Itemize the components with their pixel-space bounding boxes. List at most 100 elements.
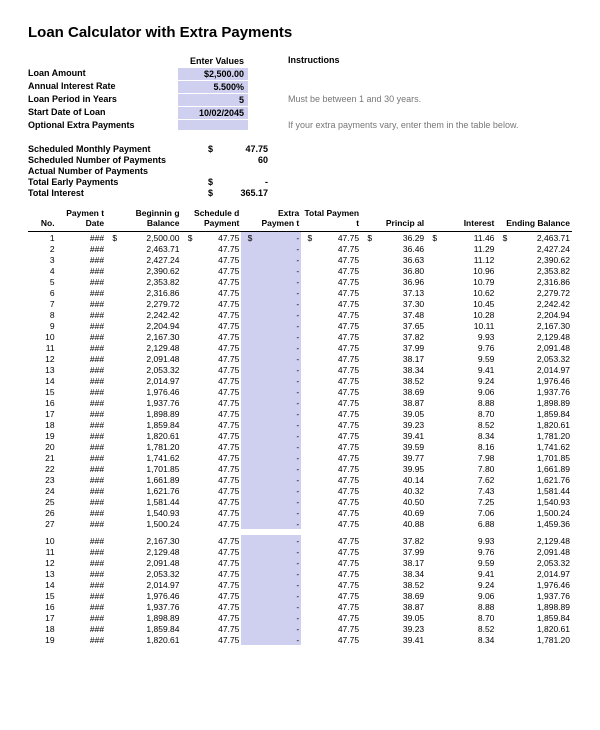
cell-beg: 1,581.44	[119, 496, 181, 507]
cell-ending: 2,014.97	[509, 364, 572, 375]
cell-beg: 2,500.00	[119, 232, 181, 244]
cell-beg: 2,091.48	[119, 353, 181, 364]
cell-extra[interactable]: -	[254, 579, 301, 590]
summary-value	[220, 166, 268, 176]
cell-extra[interactable]: -	[254, 568, 301, 579]
cell-date: ###	[57, 287, 106, 298]
cell-extra[interactable]: -	[254, 331, 301, 342]
cell-no: 15	[28, 590, 57, 601]
cell-extra[interactable]: -	[254, 441, 301, 452]
spacer	[28, 55, 178, 67]
cell-total: 47.75	[314, 320, 361, 331]
cur	[106, 408, 119, 419]
cell-no: 20	[28, 441, 57, 452]
cell-extra[interactable]: -	[254, 364, 301, 375]
cell-extra[interactable]: -	[254, 590, 301, 601]
cell-extra[interactable]: -	[254, 419, 301, 430]
cell-no: 7	[28, 298, 57, 309]
cur	[301, 375, 314, 386]
cell-ending: 1,621.76	[509, 474, 572, 485]
cur	[496, 254, 509, 265]
cur	[426, 298, 439, 309]
cell-beg: 2,129.48	[119, 342, 181, 353]
cell-sched: 47.75	[195, 634, 242, 645]
cur	[106, 430, 119, 441]
cur	[241, 579, 254, 590]
cur	[301, 518, 314, 529]
cur	[496, 634, 509, 645]
cur	[241, 441, 254, 452]
cell-interest: 8.88	[439, 397, 496, 408]
cur	[182, 408, 195, 419]
header-value[interactable]: 5	[178, 94, 248, 106]
header-value[interactable]: 5.500%	[178, 81, 248, 93]
cur	[301, 546, 314, 557]
cur	[241, 518, 254, 529]
table-row: 7###2,279.7247.75-47.7537.3010.452,242.4…	[28, 298, 572, 309]
cur	[361, 546, 374, 557]
cell-extra[interactable]: -	[254, 408, 301, 419]
cell-extra[interactable]: -	[254, 496, 301, 507]
cell-sched: 47.75	[195, 331, 242, 342]
cell-extra[interactable]: -	[254, 557, 301, 568]
header-value[interactable]: $2,500.00	[178, 68, 248, 80]
col-date: Paymen t Date	[57, 208, 106, 232]
cell-extra[interactable]: -	[254, 243, 301, 254]
cell-extra[interactable]: -	[254, 430, 301, 441]
cell-extra[interactable]: -	[254, 474, 301, 485]
cell-date: ###	[57, 507, 106, 518]
cur	[426, 601, 439, 612]
cell-date: ###	[57, 243, 106, 254]
cell-extra[interactable]: -	[254, 309, 301, 320]
cur	[182, 287, 195, 298]
header-value[interactable]	[178, 120, 248, 130]
cell-extra[interactable]: -	[254, 353, 301, 364]
table-row: 14###2,014.9747.75-47.7538.529.241,976.4…	[28, 579, 572, 590]
cur	[106, 353, 119, 364]
header-value[interactable]: 10/02/2045	[178, 107, 248, 119]
cell-extra[interactable]: -	[254, 612, 301, 623]
cell-extra[interactable]: -	[254, 601, 301, 612]
header-label: Optional Extra Payments	[28, 120, 178, 130]
cell-extra[interactable]: -	[254, 320, 301, 331]
summary-label: Scheduled Number of Payments	[28, 155, 208, 165]
cur	[361, 612, 374, 623]
cell-interest: 9.24	[439, 579, 496, 590]
cell-extra[interactable]: -	[254, 634, 301, 645]
cell-interest: 8.70	[439, 612, 496, 623]
cell-extra[interactable]: -	[254, 386, 301, 397]
cell-principal: 39.23	[374, 419, 426, 430]
cell-extra[interactable]: -	[254, 276, 301, 287]
cell-extra[interactable]: -	[254, 485, 301, 496]
cell-extra[interactable]: -	[254, 452, 301, 463]
cell-extra[interactable]: -	[254, 254, 301, 265]
cell-no: 14	[28, 375, 57, 386]
cell-extra[interactable]: -	[254, 463, 301, 474]
cell-extra[interactable]: -	[254, 518, 301, 529]
cell-extra[interactable]: -	[254, 507, 301, 518]
cell-ending: 2,091.48	[509, 546, 572, 557]
cell-extra[interactable]: -	[254, 298, 301, 309]
cell-interest: 9.06	[439, 386, 496, 397]
cell-extra[interactable]: -	[254, 287, 301, 298]
cell-date: ###	[57, 557, 106, 568]
cell-extra[interactable]: -	[254, 232, 301, 244]
cur	[301, 441, 314, 452]
cell-no: 27	[28, 518, 57, 529]
cell-ending: 1,661.89	[509, 463, 572, 474]
cell-extra[interactable]: -	[254, 375, 301, 386]
cell-extra[interactable]: -	[254, 342, 301, 353]
cell-extra[interactable]: -	[254, 397, 301, 408]
cell-extra[interactable]: -	[254, 265, 301, 276]
cell-principal: 40.88	[374, 518, 426, 529]
cur	[106, 441, 119, 452]
cell-extra[interactable]: -	[254, 535, 301, 546]
cur	[496, 590, 509, 601]
cell-principal: 38.87	[374, 601, 426, 612]
cell-extra[interactable]: -	[254, 623, 301, 634]
cell-extra[interactable]: -	[254, 546, 301, 557]
cell-principal: 38.52	[374, 579, 426, 590]
cell-total: 47.75	[314, 535, 361, 546]
col-no: No.	[28, 208, 57, 232]
cur	[361, 452, 374, 463]
